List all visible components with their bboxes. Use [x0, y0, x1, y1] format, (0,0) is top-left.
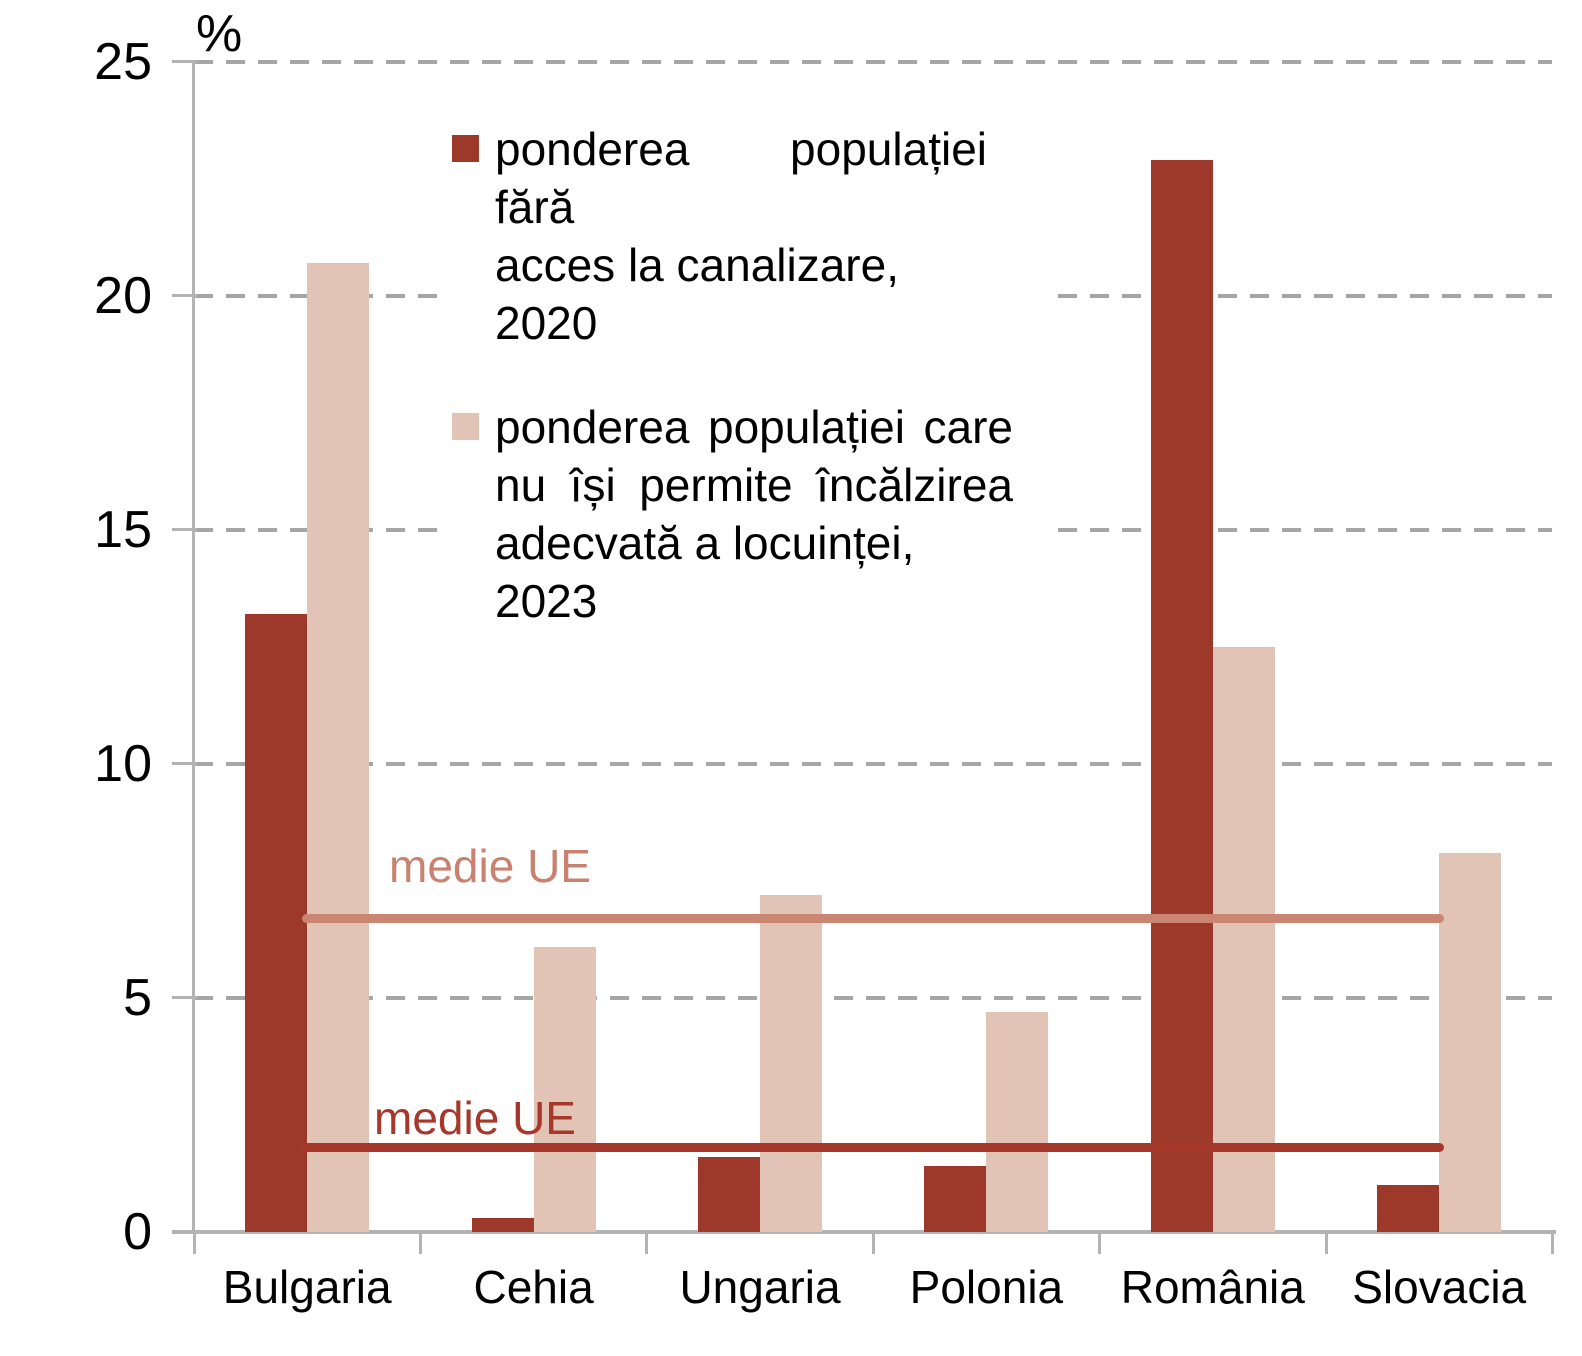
x-tick-mark: [1550, 1234, 1554, 1254]
eu-average-line-canalizare-2020: [302, 1143, 1445, 1153]
legend-entry-sewerage: ponderea populației fără acces la canali…: [452, 120, 1013, 352]
bar-slovacia-incalzire-2023: [1439, 852, 1502, 1232]
bar-ungaria-canalizare-2020: [698, 1157, 760, 1232]
bar-slovacia-canalizare-2020: [1377, 1185, 1440, 1232]
legend: ponderea populației fără acces la canali…: [440, 112, 1049, 640]
x-category-label: Cehia: [473, 1261, 594, 1313]
x-category-label: Polonia: [909, 1261, 1064, 1313]
gridline-25: [194, 60, 1552, 64]
y-tick-label: 0: [123, 1203, 152, 1261]
x-tick-mark: [192, 1234, 196, 1254]
bar-cehia-incalzire-2023: [533, 946, 596, 1232]
legend-swatch-heating: [452, 413, 479, 440]
legend-text-sewerage: ponderea populației fără acces la canali…: [495, 123, 987, 349]
y-tick-label: 15: [94, 501, 152, 559]
x-tick-mark: [871, 1234, 875, 1254]
y-tick-label: 20: [94, 267, 152, 325]
y-tick-mark: [172, 528, 197, 531]
eu-average-line-incalzire-2023: [302, 913, 1445, 923]
x-tick-mark: [1098, 1234, 1102, 1254]
bar-polonia-incalzire-2023: [986, 1012, 1049, 1232]
bar-ungaria-incalzire-2023: [760, 895, 822, 1232]
bar-românia-canalizare-2020: [1150, 160, 1213, 1232]
y-axis-line: [192, 60, 195, 1232]
x-category-label: România: [1120, 1261, 1305, 1313]
x-tick-mark: [418, 1234, 422, 1254]
bar-bulgaria-canalizare-2020: [245, 614, 308, 1232]
y-tick-mark: [172, 996, 197, 999]
x-tick-mark: [645, 1234, 649, 1254]
eu-average-label-sewerage: medie UE: [374, 1092, 576, 1144]
y-tick-label: 5: [123, 969, 152, 1027]
y-axis-unit-label: %: [196, 5, 243, 63]
legend-entry-heating: ponderea populației care nu își permite …: [452, 398, 1013, 630]
y-tick-mark: [172, 762, 197, 765]
bar-bulgaria-incalzire-2023: [307, 263, 370, 1232]
eu-average-label-heating: medie UE: [389, 840, 591, 892]
x-tick-mark: [1324, 1234, 1328, 1254]
x-axis-line: [172, 1230, 1556, 1234]
bar-românia-incalzire-2023: [1212, 647, 1275, 1232]
legend-swatch-sewerage: [452, 135, 479, 162]
legend-text-heating: ponderea populației care nu își permite …: [495, 401, 1013, 627]
gridline-10: [194, 762, 1552, 766]
x-category-label: Ungaria: [679, 1261, 841, 1313]
y-tick-label: 25: [94, 33, 152, 91]
gridline-5: [194, 996, 1552, 1000]
y-tick-label: 10: [94, 735, 152, 793]
y-tick-mark: [172, 1230, 197, 1233]
y-tick-mark: [172, 60, 197, 63]
x-category-label: Bulgaria: [222, 1261, 392, 1313]
bar-polonia-canalizare-2020: [924, 1166, 987, 1232]
bar-cehia-canalizare-2020: [471, 1217, 534, 1232]
y-tick-mark: [172, 294, 197, 297]
x-category-label: Slovacia: [1352, 1261, 1527, 1313]
